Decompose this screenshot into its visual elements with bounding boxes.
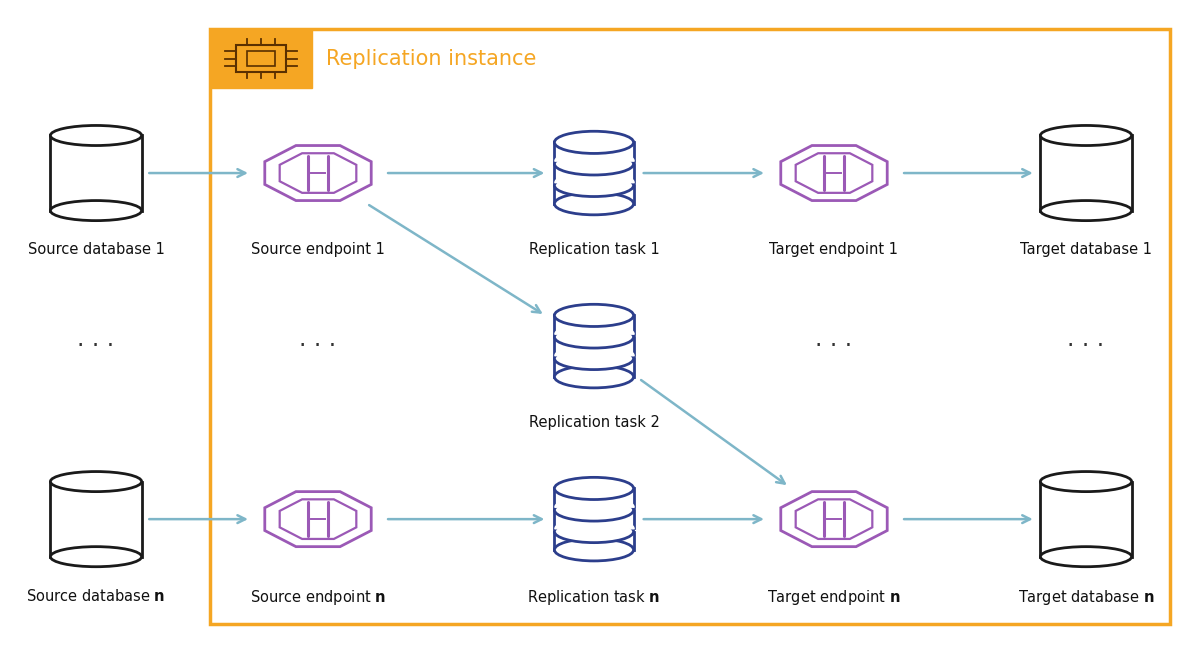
Text: · · ·: · · · xyxy=(300,334,336,358)
Ellipse shape xyxy=(554,153,634,175)
Text: Replication task $\mathbf{n}$: Replication task $\mathbf{n}$ xyxy=(528,588,660,607)
Polygon shape xyxy=(265,492,371,547)
Bar xyxy=(554,315,634,334)
Bar xyxy=(247,51,275,67)
Text: Source database $\mathbf{n}$: Source database $\mathbf{n}$ xyxy=(26,588,166,604)
Text: · · ·: · · · xyxy=(816,334,852,358)
Bar xyxy=(210,29,312,88)
Text: · · ·: · · · xyxy=(78,334,114,358)
Text: Source endpoint 1: Source endpoint 1 xyxy=(251,242,385,257)
Ellipse shape xyxy=(554,174,634,197)
Polygon shape xyxy=(781,492,887,547)
Polygon shape xyxy=(781,146,887,200)
Bar xyxy=(554,337,634,355)
Text: Target database $\mathbf{n}$: Target database $\mathbf{n}$ xyxy=(1018,588,1154,607)
Bar xyxy=(1040,136,1132,210)
Text: Source database 1: Source database 1 xyxy=(28,242,164,257)
Ellipse shape xyxy=(1040,547,1132,567)
Polygon shape xyxy=(265,146,371,200)
Bar xyxy=(554,185,634,204)
Bar xyxy=(50,481,142,556)
Text: Replication task 1: Replication task 1 xyxy=(529,242,659,257)
Bar xyxy=(50,136,142,210)
Text: Source endpoint $\mathbf{n}$: Source endpoint $\mathbf{n}$ xyxy=(250,588,386,607)
Ellipse shape xyxy=(50,200,142,221)
Bar xyxy=(554,510,634,528)
Ellipse shape xyxy=(554,520,634,543)
Ellipse shape xyxy=(554,326,634,348)
Ellipse shape xyxy=(50,125,142,146)
Bar xyxy=(554,142,634,161)
Ellipse shape xyxy=(554,347,634,370)
Ellipse shape xyxy=(50,547,142,567)
Text: Target endpoint 1: Target endpoint 1 xyxy=(769,242,899,257)
Bar xyxy=(554,358,634,377)
Bar xyxy=(1040,481,1132,556)
Ellipse shape xyxy=(554,499,634,521)
Ellipse shape xyxy=(1040,471,1132,492)
Text: Target endpoint $\mathbf{n}$: Target endpoint $\mathbf{n}$ xyxy=(767,588,901,607)
Text: Replication instance: Replication instance xyxy=(326,49,536,69)
Bar xyxy=(554,164,634,182)
Ellipse shape xyxy=(554,193,634,215)
Polygon shape xyxy=(280,153,356,193)
Polygon shape xyxy=(280,500,356,539)
Text: Target database 1: Target database 1 xyxy=(1020,242,1152,257)
Text: · · ·: · · · xyxy=(1068,334,1104,358)
Bar xyxy=(236,45,287,72)
Ellipse shape xyxy=(554,477,634,500)
Text: · · ·: · · · xyxy=(576,488,612,511)
Ellipse shape xyxy=(554,539,634,561)
Polygon shape xyxy=(796,500,872,539)
Text: Replication task 2: Replication task 2 xyxy=(528,415,660,430)
Bar xyxy=(554,532,634,550)
Ellipse shape xyxy=(1040,200,1132,221)
Polygon shape xyxy=(796,153,872,193)
Ellipse shape xyxy=(554,131,634,153)
Bar xyxy=(554,488,634,507)
Bar xyxy=(210,29,1170,624)
Ellipse shape xyxy=(50,471,142,492)
Ellipse shape xyxy=(554,304,634,326)
Ellipse shape xyxy=(1040,125,1132,146)
Ellipse shape xyxy=(554,366,634,388)
